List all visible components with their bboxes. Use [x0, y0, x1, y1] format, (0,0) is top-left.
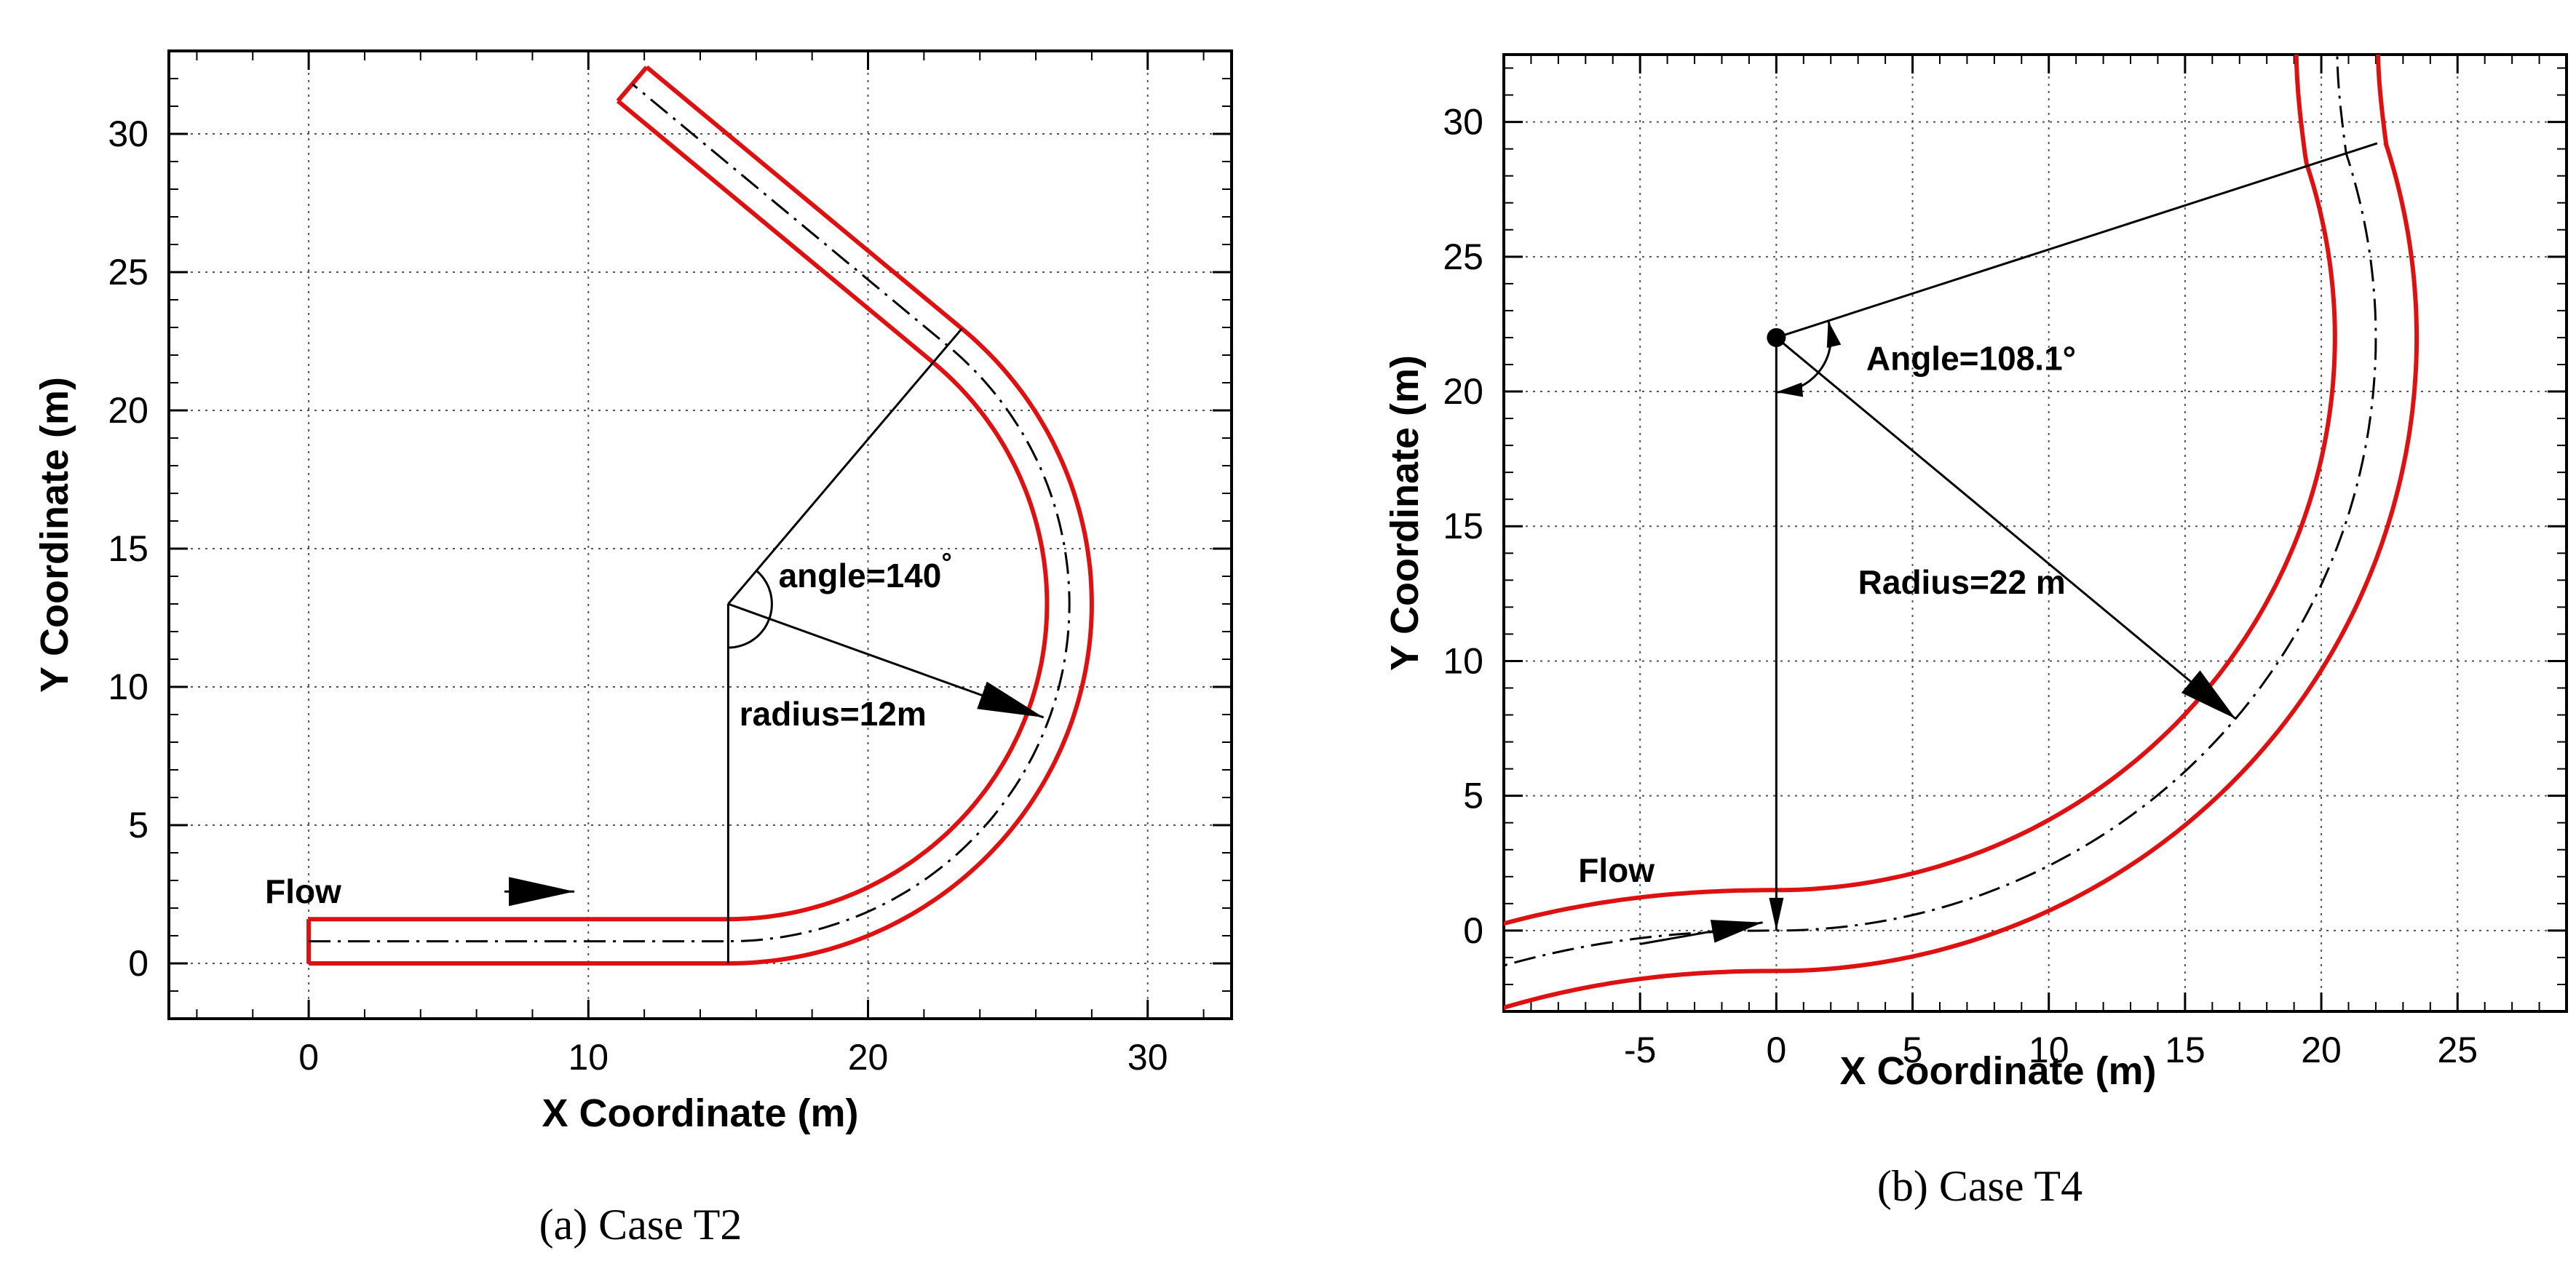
panel-a-gridlines: [169, 51, 1232, 1019]
panel-a-tick-marks: [169, 50, 1232, 1019]
panel-b-bend-center-dot: [1767, 327, 1786, 347]
panel-a-outer-bank: [309, 65, 1094, 966]
panel-b-inner-bank: [1504, 55, 2420, 1010]
panel-a-xtick-label-0: 0: [298, 1037, 319, 1078]
panel-b-angle-label: Angle=108.1°: [1866, 339, 2076, 377]
panel-b-radial-line-end: [1775, 142, 2378, 339]
panel-b-ytick-label-0: 0: [1463, 910, 1483, 951]
panel-b-gridlines: [1504, 55, 2567, 1011]
panel-b-xtick-label-15: 15: [2165, 1030, 2206, 1070]
panel-a-ytick-label-0: 0: [128, 943, 148, 984]
panel-a-case-t2: 0 10 20 30 0 5 10 15 20 25 30 Flow angle=140° radi…: [33, 49, 1233, 1249]
panel-b-xtick-label-5: 5: [1903, 1030, 1923, 1070]
panel-a-angle-arc: [728, 569, 773, 649]
panel-b-xtick-label-10: 10: [2029, 1030, 2069, 1070]
panel-a-ytick-label-25: 25: [108, 252, 148, 293]
panel-b-xtick-label-25: 25: [2437, 1030, 2478, 1070]
panel-b-tick-labels: -5 0 5 10 15 20 25 0 5 10 15 20 25 30: [1443, 102, 2478, 1070]
panel-a-angle-value: angle=140: [779, 557, 942, 594]
panel-b-centerline: [1504, 55, 2377, 967]
panel-a-ytick-label-20: 20: [108, 390, 148, 431]
panel-b-ytick-label-30: 30: [1443, 102, 1483, 143]
panel-b-xtick-label--5: -5: [1624, 1030, 1656, 1070]
panel-b-ytick-label-25: 25: [1443, 236, 1483, 277]
panel-b-y-axis-title: Y Coordinate (m): [1383, 355, 1427, 671]
panel-b-radius-arrowhead: [2181, 670, 2236, 719]
panel-a-inner-bank: [309, 99, 1050, 922]
panel-a-ytick-label-5: 5: [128, 805, 148, 846]
panel-a-outlet-end: [616, 65, 649, 103]
panel-a-xtick-label-20: 20: [848, 1037, 889, 1078]
panel-a-flow-label: Flow: [265, 872, 341, 910]
panel-b-x-axis-title: X Coordinate (m): [1839, 1049, 2156, 1093]
panel-a-ytick-label-30: 30: [108, 114, 148, 154]
panel-a-radial-line-end: [727, 327, 963, 605]
panel-a-tick-labels: 0 10 20 30 0 5 10 15 20 25 30: [108, 114, 1168, 1078]
panel-a-flow-arrowhead: [509, 877, 575, 907]
panel-b-radial-arrowhead: [1769, 897, 1784, 931]
panel-b-tick-marks: [1503, 55, 2567, 1012]
panel-a-centerline: [309, 83, 1071, 943]
panel-a-x-axis-title: X Coordinate (m): [542, 1091, 858, 1135]
panel-b-angle-arc-arrowhead-start: [1776, 382, 1804, 397]
panel-a-y-axis-title: Y Coordinate (m): [33, 377, 76, 693]
panel-a-angle-label: angle=140°: [779, 547, 952, 594]
panel-a-caption: (a) Case T2: [539, 1201, 742, 1249]
panel-b-radius-arrow-line: [1775, 336, 2237, 720]
panel-b-plot-frame: [1502, 53, 2568, 1013]
panel-b-angle-arc: [1776, 320, 1832, 394]
panel-a-degree-symbol: °: [941, 547, 951, 577]
panel-b-xtick-label-0: 0: [1766, 1030, 1786, 1070]
panel-a-ytick-label-10: 10: [108, 667, 148, 707]
panel-a-radius-label: radius=12m: [740, 695, 927, 733]
panel-b-case-t4: -5 0 5 10 15 20 25 0 5 10 15 20 25 30 Flow Angle=108.…: [1383, 53, 2568, 1210]
panel-a-xtick-label-30: 30: [1128, 1037, 1168, 1078]
panel-b-radius-label: Radius=22 m: [1858, 563, 2066, 601]
panel-a-xtick-label-10: 10: [568, 1037, 609, 1078]
panel-b-xtick-label-20: 20: [2301, 1030, 2342, 1070]
panel-b-outer-bank: [1504, 55, 2337, 926]
panel-a-radius-arrowhead: [977, 681, 1044, 717]
panel-a-ytick-label-15: 15: [108, 528, 148, 569]
panel-b-caption: (b) Case T4: [1877, 1162, 2082, 1210]
panel-b-ytick-label-15: 15: [1443, 506, 1483, 546]
panel-b-ytick-label-5: 5: [1463, 776, 1483, 816]
panel-b-angle-arc-arrowhead-end: [1826, 320, 1842, 348]
panel-b-ytick-label-20: 20: [1443, 371, 1483, 412]
panel-b-flow-label: Flow: [1578, 851, 1654, 889]
panel-b-ytick-label-10: 10: [1443, 640, 1483, 681]
panel-b-flow-arrowhead: [1710, 920, 1763, 943]
